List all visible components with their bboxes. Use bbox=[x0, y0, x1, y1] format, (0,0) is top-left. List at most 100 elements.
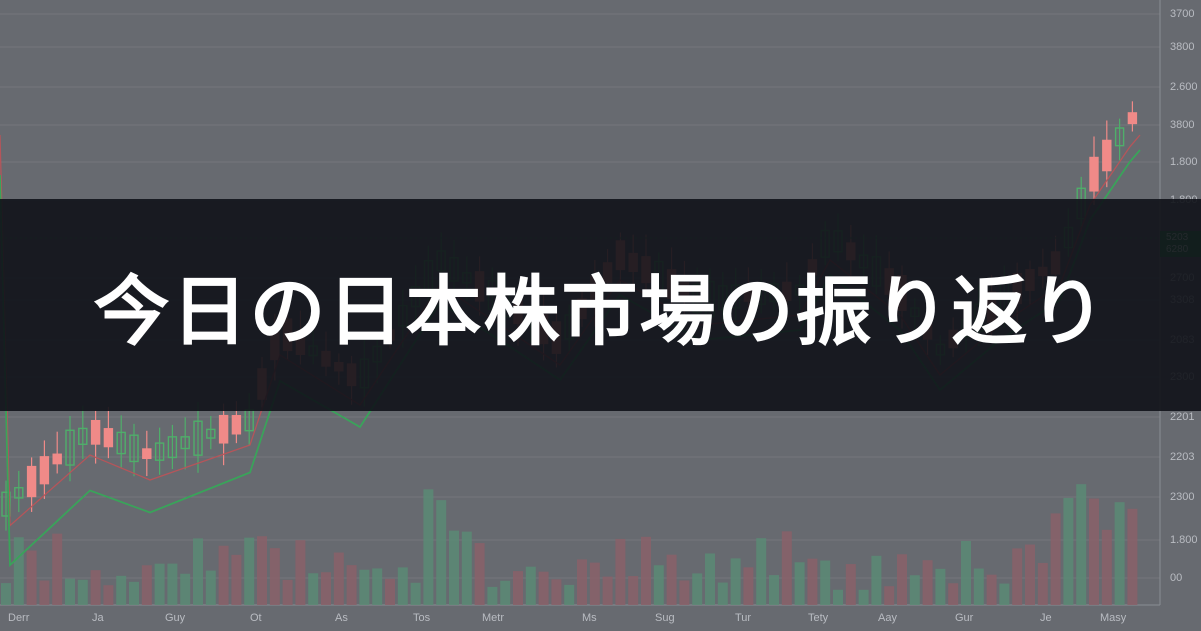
volume-bar bbox=[1101, 529, 1112, 605]
x-tick-label: Metr bbox=[482, 612, 504, 624]
x-tick-label: As bbox=[335, 612, 348, 624]
volume-bar bbox=[1089, 498, 1099, 605]
volume-bar bbox=[577, 559, 587, 605]
volume-bar bbox=[423, 489, 434, 605]
volume-bar bbox=[193, 538, 203, 605]
volume-bar bbox=[973, 568, 984, 605]
x-tick-label: Gur bbox=[955, 612, 974, 624]
volume-bar bbox=[615, 538, 626, 605]
volume-bar bbox=[1063, 497, 1074, 605]
volume-bar bbox=[103, 585, 114, 605]
candle-body bbox=[14, 487, 24, 499]
candle-body bbox=[1102, 139, 1112, 172]
volume-bar bbox=[372, 568, 383, 605]
candle-body bbox=[1114, 127, 1125, 147]
volume-bar bbox=[90, 570, 101, 605]
candle-body bbox=[180, 436, 190, 450]
volume-bar bbox=[794, 562, 805, 605]
volume-bar bbox=[180, 573, 191, 605]
candle-body bbox=[142, 448, 152, 460]
volume-bar bbox=[282, 579, 293, 605]
volume-bar bbox=[308, 573, 319, 605]
volume-bar bbox=[884, 586, 895, 605]
volume-bar bbox=[705, 553, 715, 605]
volume-bar bbox=[999, 583, 1010, 605]
volume-bar bbox=[666, 554, 677, 605]
volume-bar bbox=[909, 575, 920, 605]
volume-bar bbox=[769, 575, 779, 605]
volume-bar bbox=[449, 530, 459, 605]
y-tick-label: 2300 bbox=[1170, 491, 1195, 503]
x-tick-label: Sug bbox=[655, 612, 675, 624]
candle-body bbox=[167, 436, 178, 459]
volume-bar bbox=[897, 554, 907, 605]
y-tick-label: 2201 bbox=[1170, 411, 1195, 423]
volume-bar bbox=[410, 582, 421, 605]
volume-bar bbox=[551, 579, 562, 605]
volume-bar bbox=[922, 560, 933, 605]
y-tick-label: 3700 bbox=[1170, 8, 1195, 20]
y-tick-label: 3800 bbox=[1170, 119, 1195, 131]
volume-bar bbox=[116, 575, 127, 605]
candle-body bbox=[129, 434, 139, 463]
volume-bar bbox=[1050, 513, 1061, 605]
candle-body bbox=[39, 456, 50, 485]
candle-body bbox=[231, 415, 242, 435]
volume-bar bbox=[487, 586, 498, 605]
volume-bar bbox=[52, 533, 63, 605]
candle-body bbox=[78, 427, 88, 445]
volume-bar bbox=[141, 565, 152, 605]
volume-bar bbox=[589, 562, 600, 605]
x-tick-label: Tety bbox=[808, 612, 829, 624]
volume-bar bbox=[628, 576, 639, 605]
volume-bar bbox=[525, 566, 536, 605]
volume-bar bbox=[845, 564, 856, 605]
title-banner: 今日の日本株市場の振り返り bbox=[0, 199, 1201, 411]
y-tick-label: 1.800 bbox=[1170, 156, 1198, 168]
x-tick-label: Ms bbox=[582, 612, 597, 624]
volume-bar bbox=[1, 583, 11, 605]
volume-bar bbox=[1012, 548, 1023, 605]
volume-bar bbox=[257, 536, 267, 605]
volume-bar bbox=[743, 567, 754, 605]
x-tick-label: Derr bbox=[8, 612, 30, 624]
candle-body bbox=[154, 442, 165, 461]
volume-bar bbox=[474, 543, 485, 605]
y-tick-label: 1.800 bbox=[1170, 534, 1198, 546]
volume-bar bbox=[641, 536, 651, 605]
volume-bar bbox=[961, 540, 971, 605]
y-tick-label: 00 bbox=[1170, 572, 1183, 584]
volume-bar bbox=[269, 548, 280, 605]
volume-bar bbox=[730, 558, 741, 605]
candle-body bbox=[65, 429, 75, 466]
y-tick-label: 2203 bbox=[1170, 451, 1195, 463]
x-tick-label: Tos bbox=[413, 612, 431, 624]
candle-body bbox=[116, 431, 126, 455]
candle-body bbox=[206, 428, 216, 439]
x-tick-label: Aay bbox=[878, 612, 897, 624]
x-tick-label: Ot bbox=[250, 612, 262, 624]
volume-bar bbox=[167, 563, 178, 605]
volume-bar bbox=[692, 573, 703, 605]
volume-bar bbox=[1127, 508, 1138, 605]
volume-bar bbox=[871, 555, 882, 605]
volume-bar bbox=[807, 558, 818, 605]
volume-bar bbox=[295, 540, 306, 605]
candle-body bbox=[103, 428, 114, 448]
volume-bar bbox=[359, 569, 370, 605]
volume-bar bbox=[653, 565, 664, 605]
volume-bar bbox=[717, 582, 728, 605]
volume-bar bbox=[346, 565, 357, 605]
volume-bar bbox=[154, 563, 165, 605]
y-tick-label: 3800 bbox=[1170, 41, 1195, 53]
volume-bar bbox=[77, 579, 88, 605]
volume-bar bbox=[538, 571, 549, 605]
x-tick-label: Tur bbox=[735, 612, 752, 624]
volume-bar bbox=[986, 574, 997, 605]
volume-bar bbox=[1076, 484, 1087, 605]
volume-bar bbox=[65, 578, 75, 605]
volume-bar bbox=[1025, 544, 1035, 605]
volume-bar bbox=[1114, 502, 1125, 605]
candle-body bbox=[1089, 156, 1099, 192]
candle-body bbox=[90, 419, 101, 445]
